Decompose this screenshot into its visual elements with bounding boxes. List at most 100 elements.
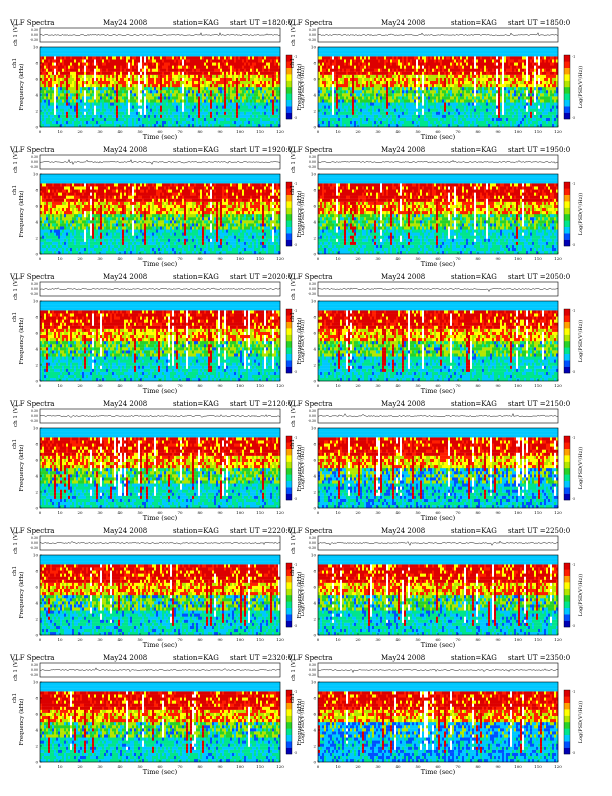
waveform-ylabel: ch 1 (V) [12, 278, 19, 300]
waveform-tick-label: 0.30 [31, 409, 38, 413]
time-tick-label: 100 [236, 256, 244, 261]
spectrogram-cells [318, 555, 558, 635]
spectrogram-cells [40, 47, 280, 127]
channel-label: ch1 [290, 58, 296, 68]
time-tick-label: 90 [495, 510, 501, 515]
colorbar-label: Log(PSD(V²/Hz)) [577, 447, 584, 489]
colorbar-tick-label: -5 [572, 116, 575, 120]
freq-tick-label: 6 [313, 77, 316, 82]
time-tick-label: 20 [77, 256, 83, 261]
panel-station: station=KAG [451, 146, 497, 154]
waveform-tick-label: 0.30 [309, 28, 316, 32]
spectrogram-cells [318, 682, 558, 762]
waveform-tick-label: 0.00 [309, 541, 316, 545]
time-tick-label: 110 [534, 510, 542, 515]
waveform-tick-label: -0.30 [308, 38, 316, 42]
time-xlabel: Time (sec) [143, 514, 178, 522]
time-tick-label: 110 [534, 129, 542, 134]
freq-tick-label: 2 [35, 744, 38, 749]
freq-tick-label: 6 [35, 712, 38, 717]
freq-tick-label: 6 [313, 204, 316, 209]
freq-tick-label: 8 [313, 188, 316, 193]
freq-tick-label: 10 [311, 553, 317, 558]
freq-ylabel: Frequency (kHz) [296, 445, 303, 492]
channel-label: ch1 [12, 58, 18, 68]
time-tick-label: 20 [77, 764, 83, 769]
freq-tick-label: 8 [313, 61, 316, 66]
freq-tick-label: 2 [313, 744, 316, 749]
waveform-frame [40, 155, 280, 169]
time-xlabel: Time (sec) [421, 133, 456, 141]
time-tick-label: 30 [97, 383, 103, 388]
time-tick-label: 20 [355, 129, 361, 134]
freq-tick-label: 6 [313, 712, 316, 717]
time-tick-label: 70 [177, 510, 183, 515]
colorbar-tick-label: -5 [572, 751, 575, 755]
freq-ylabel: Frequency (kHz) [296, 699, 303, 746]
freq-tick-label: 4 [313, 728, 316, 733]
time-tick-label: 80 [475, 256, 481, 261]
freq-tick-label: 4 [313, 93, 316, 98]
time-tick-label: 70 [455, 256, 461, 261]
spectrogram-cells [40, 301, 280, 381]
time-tick-label: 0 [317, 637, 320, 642]
waveform-tick-label: 0.30 [31, 28, 38, 32]
channel-label: ch1 [290, 566, 296, 576]
waveform-tick-label: 0.00 [31, 33, 38, 37]
time-tick-label: 90 [217, 256, 223, 261]
channel-label: ch1 [12, 693, 18, 703]
waveform-tick-label: 0.00 [31, 541, 38, 545]
panel-station: station=KAG [451, 273, 497, 281]
time-tick-label: 20 [355, 383, 361, 388]
channel-label: ch1 [290, 312, 296, 322]
time-tick-label: 100 [236, 383, 244, 388]
freq-tick-label: 2 [35, 109, 38, 114]
time-tick-label: 30 [97, 637, 103, 642]
colorbar-tick-label: -5 [294, 624, 297, 628]
panel-date: May24 2008 [103, 146, 147, 154]
freq-tick-label: 2 [35, 617, 38, 622]
panel-start-ut: start UT =1850:0 [508, 19, 570, 27]
channel-label: ch1 [290, 185, 296, 195]
channel-label: ch1 [12, 439, 18, 449]
time-tick-label: 90 [495, 129, 501, 134]
time-tick-label: 40 [395, 637, 401, 642]
waveform-tick-label: -0.30 [308, 292, 316, 296]
colorbar-tick-label: -5 [294, 751, 297, 755]
time-tick-label: 80 [197, 510, 203, 515]
freq-tick-label: 4 [313, 474, 316, 479]
panel-station: station=KAG [451, 19, 497, 27]
time-tick-label: 100 [236, 637, 244, 642]
colorbar-tick-label: -1 [572, 436, 575, 440]
panel-date: May24 2008 [103, 19, 147, 27]
time-tick-label: 0 [317, 764, 320, 769]
time-tick-label: 90 [217, 764, 223, 769]
time-tick-label: 70 [455, 129, 461, 134]
freq-tick-label: 4 [313, 347, 316, 352]
waveform-ylabel: ch 1 (V) [12, 405, 19, 427]
spectrogram-cells [40, 174, 280, 254]
time-xlabel: Time (sec) [143, 260, 178, 268]
time-tick-label: 90 [495, 383, 501, 388]
colorbar-label: Log(PSD(V²/Hz)) [577, 66, 584, 108]
time-xlabel: Time (sec) [421, 768, 456, 776]
time-tick-label: 70 [177, 764, 183, 769]
time-tick-label: 0 [39, 129, 42, 134]
time-tick-label: 110 [256, 256, 264, 261]
waveform-ylabel: ch 1 (V) [290, 532, 297, 554]
time-tick-label: 40 [117, 129, 123, 134]
time-tick-label: 100 [236, 510, 244, 515]
waveform-tick-label: -0.30 [308, 419, 316, 423]
time-tick-label: 100 [236, 764, 244, 769]
freq-tick-label: 8 [313, 442, 316, 447]
panel-station: station=KAG [173, 527, 219, 535]
time-tick-label: 30 [97, 510, 103, 515]
freq-tick-label: 2 [313, 363, 316, 368]
freq-ylabel: Frequency (kHz) [296, 318, 303, 365]
freq-tick-label: 8 [313, 569, 316, 574]
